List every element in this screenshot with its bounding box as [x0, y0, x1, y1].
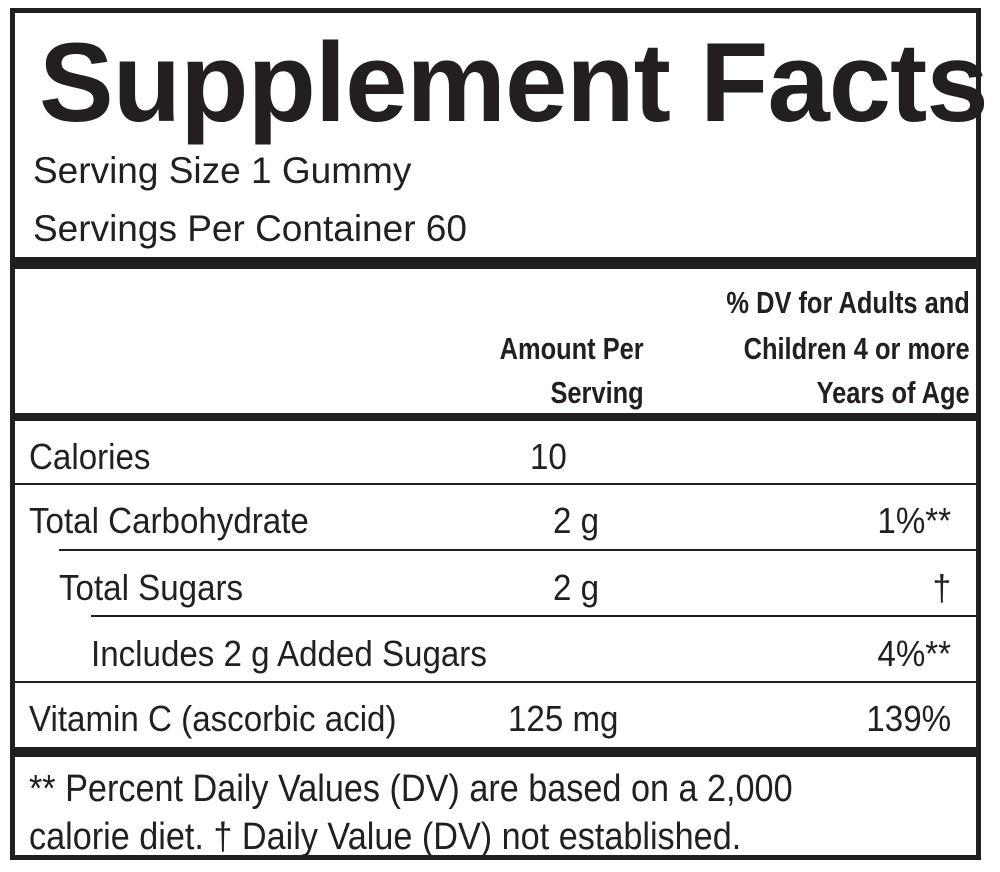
servings-per-container: Servings Per Container 60 [33, 208, 467, 249]
row-divider [15, 681, 976, 683]
header-dv-line1: % DV for Adults and [726, 285, 970, 320]
header-amount-line1: Amount Per [499, 331, 644, 366]
row-name-total-sugars: Total Sugars [59, 567, 244, 608]
row-dv-total-sugars: † [932, 567, 951, 608]
header-dv-line3: Years of Age [816, 375, 970, 410]
row-dv-vitamin-c: 139% [866, 698, 951, 739]
row-dv-added-sugars: 4%** [877, 633, 951, 674]
divider-footer [15, 747, 976, 757]
header-dv-line2: Children 4 or more [744, 331, 970, 366]
footnote-line2: calorie diet. † Daily Value (DV) not est… [29, 816, 742, 858]
serving-size: Serving Size 1 Gummy [33, 150, 412, 191]
row-amount-total-sugars: 2 g [553, 567, 600, 608]
row-divider [15, 483, 976, 485]
row-name-vitamin-c: Vitamin C (ascorbic acid) [29, 698, 397, 739]
divider-header [15, 413, 976, 421]
row-name-added-sugars: Includes 2 g Added Sugars [91, 633, 487, 674]
row-name-calories: Calories [29, 436, 151, 477]
row-amount-calories: 10 [530, 436, 567, 477]
row-amount-total-carbohydrate: 2 g [553, 500, 600, 541]
divider-thick [15, 257, 976, 269]
row-divider [91, 615, 976, 617]
row-amount-vitamin-c: 125 mg [508, 698, 619, 739]
row-dv-total-carbohydrate: 1%** [877, 500, 951, 541]
row-name-total-carbohydrate: Total Carbohydrate [29, 500, 309, 541]
row-divider [59, 549, 976, 551]
header-amount-line2: Serving [550, 375, 644, 410]
label-title: Supplement Facts [39, 20, 989, 145]
supplement-facts-label: Supplement Facts Serving Size 1 Gummy Se… [10, 8, 989, 860]
footnote-line1: ** Percent Daily Values (DV) are based o… [29, 768, 793, 810]
